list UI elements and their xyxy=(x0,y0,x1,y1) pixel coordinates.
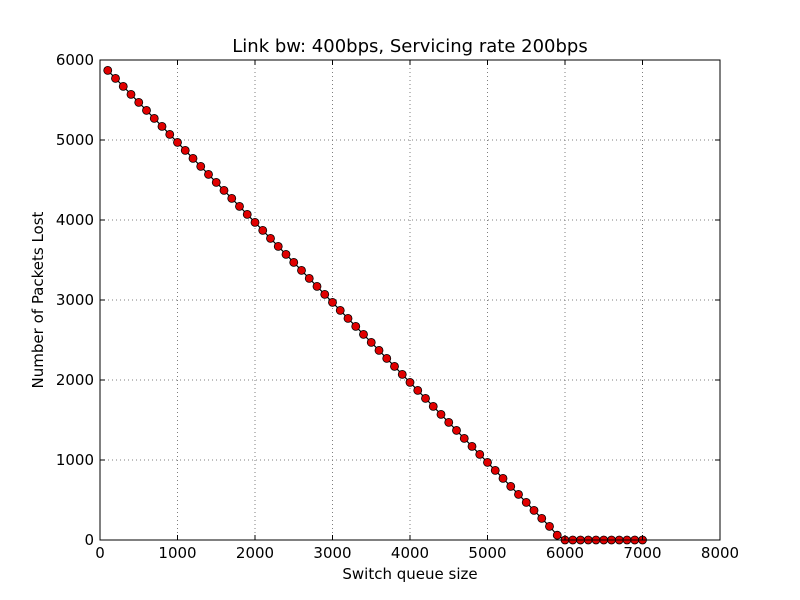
x-tick-label: 2000 xyxy=(236,544,274,562)
data-point xyxy=(359,329,368,339)
data-point xyxy=(142,106,151,115)
data-point xyxy=(521,497,531,507)
data-point xyxy=(475,449,485,459)
data-point xyxy=(545,522,554,531)
data-point xyxy=(281,249,291,259)
y-tick-label: 2000 xyxy=(56,371,94,389)
y-axis-label: Number of Packets Lost xyxy=(29,211,47,388)
data-point xyxy=(297,265,306,275)
x-tick-label: 5000 xyxy=(468,544,506,562)
data-point xyxy=(467,441,477,451)
x-tick-label: 4000 xyxy=(391,544,429,562)
data-point xyxy=(149,114,159,123)
data-point xyxy=(204,169,213,179)
x-tick-label: 1000 xyxy=(158,544,196,562)
data-point xyxy=(258,225,268,235)
x-axis-label: Switch queue size xyxy=(342,565,477,583)
data-point xyxy=(459,433,469,443)
data-point xyxy=(180,145,190,155)
y-tick-label: 3000 xyxy=(56,291,94,309)
data-point xyxy=(173,137,182,147)
data-point xyxy=(490,465,500,475)
data-point xyxy=(529,505,539,515)
x-tick-label: 0 xyxy=(95,544,105,562)
data-point xyxy=(506,481,516,491)
data-point xyxy=(366,337,376,347)
data-point xyxy=(374,345,384,355)
x-tick-label: 8000 xyxy=(701,544,739,562)
data-point xyxy=(335,305,345,315)
data-point xyxy=(436,409,446,419)
data-point xyxy=(390,361,399,371)
data-point xyxy=(444,417,454,427)
data-point xyxy=(289,257,299,267)
data-point xyxy=(304,273,314,283)
data-point xyxy=(537,514,547,523)
data-point xyxy=(235,201,244,211)
y-tick-label: 0 xyxy=(84,531,94,549)
data-point xyxy=(227,193,237,203)
data-point xyxy=(242,209,252,219)
y-tick-label: 6000 xyxy=(56,51,94,69)
data-point xyxy=(266,233,275,243)
data-point xyxy=(157,122,167,131)
data-point xyxy=(421,393,430,403)
data-point xyxy=(483,457,492,467)
x-tick-label: 6000 xyxy=(546,544,584,562)
data-point xyxy=(514,489,523,499)
data-point xyxy=(211,177,221,187)
data-point xyxy=(250,217,260,227)
data-point xyxy=(405,377,415,387)
data-point xyxy=(273,241,283,251)
data-point xyxy=(428,401,438,411)
data-point xyxy=(312,281,322,291)
data-point xyxy=(552,530,562,540)
data-point xyxy=(320,289,330,299)
ticks-layer: 0 1000 2000 3000 4000 5000 6000 7000 8000 0 1000 20… xyxy=(56,51,739,562)
data-point xyxy=(328,297,337,307)
x-tick-label: 3000 xyxy=(313,544,351,562)
chart-title: Link bw: 400bps, Servicing rate 200bps xyxy=(232,36,587,57)
series-line xyxy=(107,69,643,541)
data-point xyxy=(134,98,144,107)
y-tick-label: 5000 xyxy=(56,131,94,149)
data-point xyxy=(103,66,113,75)
data-point xyxy=(351,321,361,331)
y-tick-label: 1000 xyxy=(56,451,94,469)
data-point xyxy=(382,353,392,363)
data-point xyxy=(498,473,508,483)
y-tick-label: 4000 xyxy=(56,211,94,229)
data-point xyxy=(111,74,120,83)
data-point xyxy=(413,385,423,395)
series-layer xyxy=(103,66,647,545)
data-point xyxy=(397,369,407,379)
data-point xyxy=(452,425,461,435)
data-point xyxy=(196,161,206,171)
data-point xyxy=(118,82,128,91)
data-point xyxy=(126,90,136,99)
data-point xyxy=(188,153,198,163)
data-point xyxy=(219,185,229,195)
data-point xyxy=(343,313,353,323)
data-point xyxy=(165,129,175,139)
x-tick-label: 7000 xyxy=(623,544,661,562)
